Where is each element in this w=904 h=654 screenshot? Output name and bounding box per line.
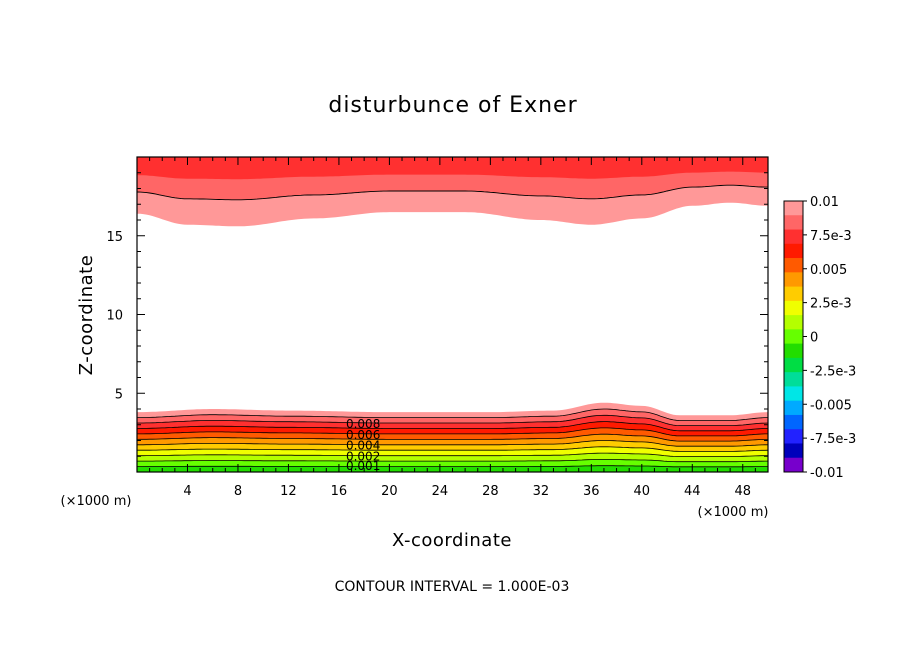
colorbar-swatch [784, 215, 803, 230]
lower-contour-line-5 [136, 433, 768, 442]
x-tick-label: 32 [533, 484, 550, 499]
contour-label: 0.008 [346, 417, 380, 431]
colorbar-swatch [784, 429, 803, 444]
colorbar-swatch [784, 258, 803, 273]
y-tick-label: 15 [106, 230, 123, 245]
contour-label: 0.006 [346, 428, 380, 442]
x-tick-label: 8 [234, 484, 242, 499]
colorbar-swatch [784, 229, 803, 245]
lower-contour-line-9 [137, 459, 768, 463]
chart-title: disturbunce of Exner [328, 93, 577, 118]
colorbar-tick-label: 0.01 [810, 195, 839, 210]
colorbar [783, 200, 807, 473]
colorbar-labels: 0.01 7.5e-3 0.005 2.5e-3 0 -2.5e-3 -0.005 -7.5e… [810, 195, 856, 481]
y-tick-labels: 5 10 15 [106, 230, 123, 403]
x-tick-label: 36 [583, 484, 600, 499]
upper-band-2 [137, 157, 768, 180]
x-tick-label: 16 [331, 484, 348, 499]
x-tick-label: 44 [684, 484, 701, 499]
x-unit-label-left: (×1000 m) [61, 494, 132, 509]
lower-contour-line-7 [137, 446, 769, 452]
contour-label: 0.004 [346, 439, 380, 453]
x-tick-label: 28 [482, 484, 499, 499]
colorbar-swatch [784, 400, 803, 416]
colorbar-swatch [784, 329, 803, 345]
x-tick-label: 24 [432, 484, 449, 499]
x-tick-label: 4 [183, 484, 191, 499]
lower-contour-line-1 [137, 408, 768, 421]
x-tick-label: 48 [734, 484, 751, 499]
colorbar-swatch [784, 201, 803, 216]
lower-contour-line-2 [137, 414, 769, 426]
y-tick-label: 5 [115, 387, 123, 402]
colorbar-swatch [784, 414, 803, 430]
lower-contour-line-4 [137, 427, 768, 437]
colorbar-swatch [784, 286, 803, 302]
contour-interval-note: CONTOUR INTERVAL = 1.000E-03 [335, 579, 570, 595]
colorbar-swatch [784, 372, 803, 387]
colorbar-tick-label: 2.5e-3 [810, 297, 852, 312]
y-tick-label: 10 [106, 309, 123, 324]
colorbar-swatch [784, 443, 803, 459]
lower-contour-line-8 [137, 452, 768, 457]
colorbar-swatch [784, 315, 803, 330]
colorbar-swatch [784, 386, 803, 402]
lower-contour-line-10 [137, 465, 768, 468]
lower-contour-line-3 [137, 421, 768, 432]
colorbar-tick-label: -0.005 [810, 398, 852, 413]
colorbar-swatch [784, 357, 803, 373]
x-tick-label: 20 [381, 484, 398, 499]
contour-label: 0.002 [346, 449, 380, 463]
colorbar-tick-label: 7.5e-3 [810, 229, 852, 244]
colorbar-tick-label: -7.5e-3 [810, 432, 856, 447]
x-tick-labels: 4 8 12 16 20 24 28 32 36 40 44 48 [183, 484, 751, 499]
contour-lines [136, 184, 769, 468]
y-axis-label: Z-coordinate [76, 255, 97, 376]
x-tick-label: 40 [634, 484, 651, 499]
lower-contour-line-6 [137, 440, 768, 447]
colorbar-swatch [784, 457, 803, 473]
colorbar-tick-label: -2.5e-3 [810, 364, 856, 379]
x-tick-label: 12 [280, 484, 297, 499]
colorbar-tick-label: -0.01 [810, 466, 844, 481]
x-axis-label: X-coordinate [392, 530, 512, 551]
contour-label: 0.001 [346, 459, 380, 473]
colorbar-swatch [784, 243, 803, 259]
colorbar-swatch [784, 343, 803, 359]
colorbar-swatch [784, 300, 803, 316]
axis-ticks [137, 157, 768, 472]
x-unit-label-right: (×1000 m) [698, 505, 769, 520]
colorbar-swatch [784, 272, 803, 287]
colorbar-tick-label: 0 [810, 331, 818, 346]
upper-contour-line [136, 184, 768, 201]
colorbar-tick-label: 0.005 [810, 263, 847, 278]
